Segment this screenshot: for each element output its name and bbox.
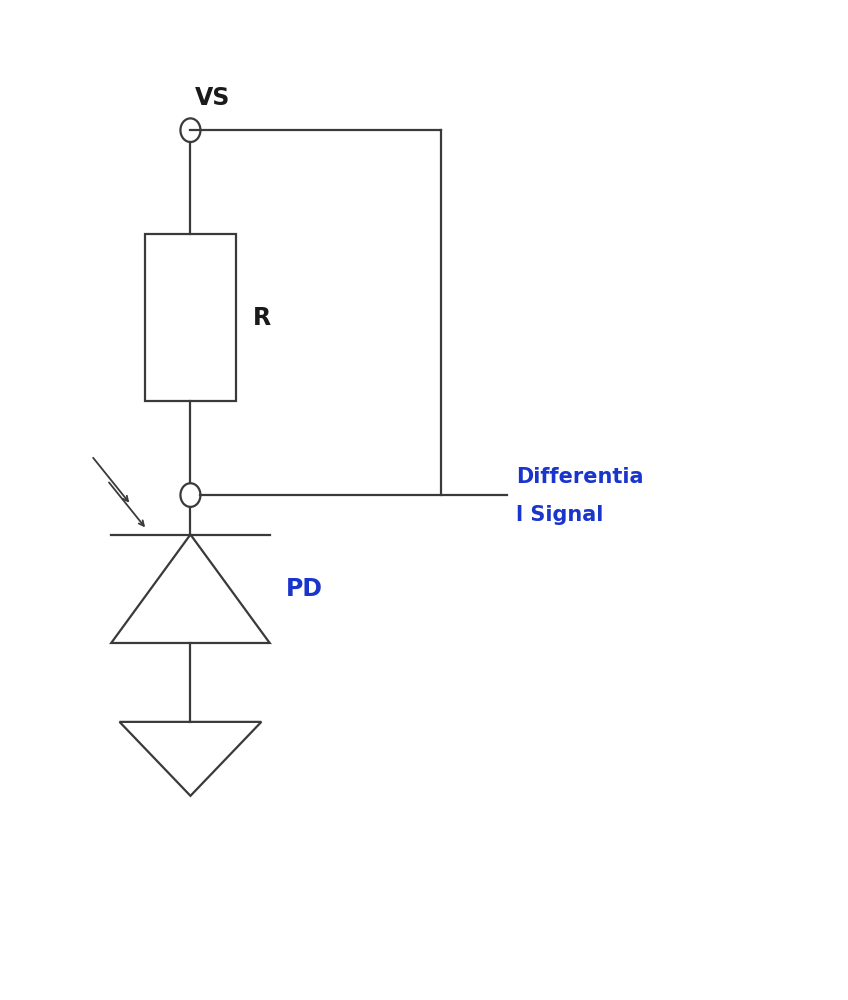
Text: R: R <box>253 306 271 330</box>
Text: Differentia: Differentia <box>516 467 644 487</box>
Text: PD: PD <box>287 577 323 601</box>
Text: l Signal: l Signal <box>516 505 603 525</box>
Text: VS: VS <box>195 86 230 110</box>
Polygon shape <box>111 535 270 643</box>
Bar <box>144 234 237 401</box>
Polygon shape <box>120 722 261 796</box>
